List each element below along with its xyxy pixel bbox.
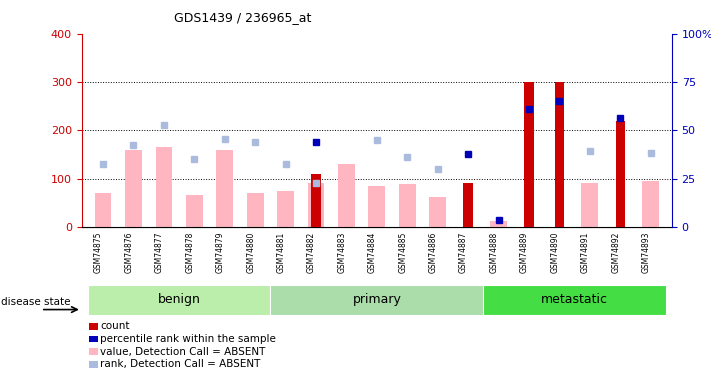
Bar — [125, 150, 141, 227]
Bar — [483, 285, 665, 315]
Bar — [186, 195, 203, 227]
Text: GSM74886: GSM74886 — [429, 231, 438, 273]
Text: GSM74890: GSM74890 — [550, 231, 560, 273]
Text: GDS1439 / 236965_at: GDS1439 / 236965_at — [174, 11, 311, 24]
Bar — [308, 183, 324, 227]
Text: rank, Detection Call = ABSENT: rank, Detection Call = ABSENT — [100, 360, 261, 369]
Bar — [642, 181, 659, 227]
Text: value, Detection Call = ABSENT: value, Detection Call = ABSENT — [100, 347, 266, 357]
Bar — [247, 193, 264, 227]
Bar — [555, 82, 564, 227]
Text: GSM74882: GSM74882 — [307, 231, 316, 273]
Text: percentile rank within the sample: percentile rank within the sample — [100, 334, 276, 344]
Text: GSM74889: GSM74889 — [520, 231, 529, 273]
Bar — [399, 184, 416, 227]
Bar — [95, 193, 112, 227]
Text: benign: benign — [158, 293, 201, 306]
Text: metastatic: metastatic — [541, 293, 608, 306]
Text: GSM74888: GSM74888 — [489, 231, 498, 273]
Bar — [156, 147, 172, 227]
Text: GSM74883: GSM74883 — [338, 231, 346, 273]
Text: GSM74893: GSM74893 — [641, 231, 651, 273]
Bar — [88, 285, 270, 315]
Bar — [582, 183, 598, 227]
Text: GSM74885: GSM74885 — [398, 231, 407, 273]
Text: GSM74880: GSM74880 — [246, 231, 255, 273]
Bar — [429, 197, 446, 227]
Text: GSM74876: GSM74876 — [124, 231, 134, 273]
Bar — [338, 164, 355, 227]
Bar — [270, 285, 483, 315]
Bar — [216, 150, 233, 227]
Bar — [311, 174, 321, 227]
Text: GSM74879: GSM74879 — [215, 231, 225, 273]
Text: disease state: disease state — [1, 297, 71, 307]
Text: GSM74892: GSM74892 — [611, 231, 620, 273]
Text: GSM74887: GSM74887 — [459, 231, 468, 273]
Text: GSM74881: GSM74881 — [277, 231, 286, 273]
Text: primary: primary — [353, 293, 401, 306]
Bar — [277, 190, 294, 227]
Bar — [616, 121, 625, 227]
Text: GSM74878: GSM74878 — [186, 231, 194, 273]
Text: GSM74884: GSM74884 — [368, 231, 377, 273]
Text: count: count — [100, 321, 129, 331]
Text: GSM74875: GSM74875 — [94, 231, 103, 273]
Bar — [464, 183, 473, 227]
Bar — [524, 82, 533, 227]
Text: GSM74891: GSM74891 — [581, 231, 589, 273]
Bar — [368, 186, 385, 227]
Text: GSM74877: GSM74877 — [155, 231, 164, 273]
Bar — [490, 221, 507, 227]
